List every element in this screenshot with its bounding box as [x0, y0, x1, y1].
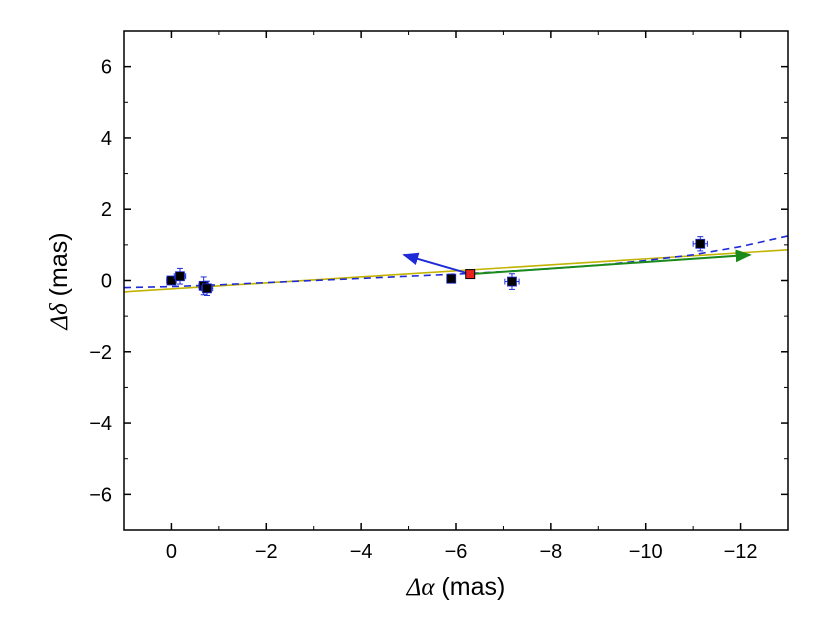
- y-tick-label: 6: [101, 57, 112, 79]
- data-point: [507, 276, 517, 287]
- green-motion-arrow: [470, 249, 752, 276]
- y-tick-label: −4: [89, 413, 112, 435]
- x-axis-unit: (mas): [441, 573, 505, 601]
- x-tick-label: −2: [255, 541, 278, 563]
- data-point-group: [446, 273, 457, 284]
- axis-ticks: 0 −2 −4 −6 −8 −10 −12 6 4 2 0 −2 −4 −6: [89, 31, 788, 563]
- data-point: [446, 273, 457, 284]
- data-point: [202, 283, 212, 294]
- y-tick-label: −2: [89, 342, 112, 364]
- data-point-group: [173, 267, 187, 285]
- x-axis-symbol: Δα: [406, 574, 436, 601]
- x-tick-label: −12: [724, 541, 758, 563]
- data-point: [175, 271, 185, 282]
- y-tick-label: 2: [101, 199, 112, 221]
- y-tick-label: 0: [101, 271, 112, 293]
- dashed-fit-curve: [123, 235, 789, 289]
- data-point-group: [504, 273, 520, 290]
- y-axis-label: Δδ (mas): [45, 232, 73, 330]
- x-tick-label: −4: [350, 541, 373, 563]
- x-tick-label: −8: [539, 541, 562, 563]
- blue-motion-arrow: [402, 252, 471, 276]
- data-point-group: [200, 280, 214, 296]
- y-tick-label: 4: [101, 128, 112, 150]
- x-axis-label: Δα (mas): [406, 573, 506, 601]
- y-axis-symbol: Δδ: [46, 303, 73, 331]
- x-tick-label: −10: [629, 541, 663, 563]
- data-point-group: [692, 236, 708, 252]
- x-tick-label: −6: [445, 541, 468, 563]
- data-point: [695, 238, 706, 249]
- highlighted-point: [465, 269, 476, 280]
- y-tick-label: −6: [89, 484, 112, 506]
- y-axis-unit: (mas): [45, 232, 73, 296]
- data-layer: [123, 235, 789, 296]
- x-tick-label: 0: [166, 541, 177, 563]
